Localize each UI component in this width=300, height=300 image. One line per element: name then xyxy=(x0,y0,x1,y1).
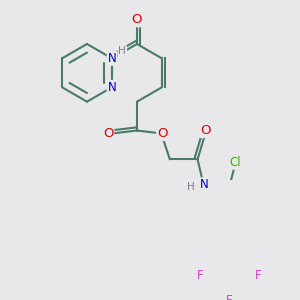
Text: F: F xyxy=(197,269,204,282)
Text: N: N xyxy=(200,178,209,191)
Text: N: N xyxy=(108,81,116,94)
Text: O: O xyxy=(132,13,142,26)
Text: H: H xyxy=(187,182,194,191)
Text: F: F xyxy=(226,294,232,300)
Text: O: O xyxy=(103,127,113,140)
Text: F: F xyxy=(255,269,262,282)
Text: N: N xyxy=(108,52,116,65)
Text: O: O xyxy=(200,124,211,137)
Text: O: O xyxy=(157,127,168,140)
Text: Cl: Cl xyxy=(229,156,241,169)
Text: H: H xyxy=(118,46,126,56)
